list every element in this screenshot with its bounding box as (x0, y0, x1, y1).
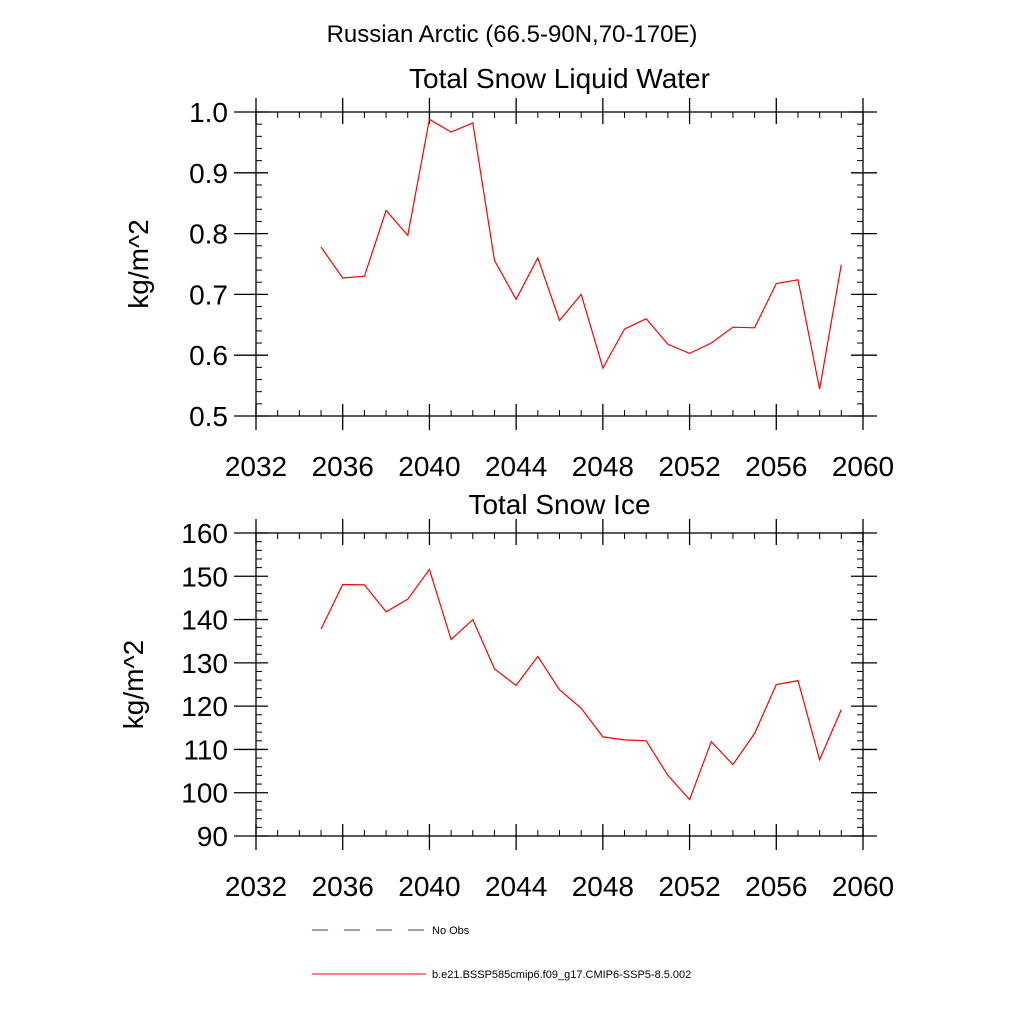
y-tick-label: 160 (181, 518, 228, 549)
y-tick-label: 120 (181, 691, 228, 722)
panel-snow-ice: Total Snow Ice 2032 2036 2040 2044 2048 2052 20… (118, 489, 894, 902)
chart-title: Total Snow Liquid Water (409, 63, 710, 94)
legend: No Obs b.e21.BSSP585cmip6.f09_g17.CMIP6-S… (312, 925, 691, 981)
y-tick-label: 150 (181, 561, 228, 592)
x-tick-label: 2052 (658, 871, 720, 902)
x-tick-label: 2032 (225, 871, 287, 902)
y-axis-label: kg/m^2 (123, 219, 154, 308)
x-tick-label: 2056 (745, 451, 807, 482)
y-tick-label: 0.5 (189, 401, 228, 432)
x-tick-label: 2060 (832, 451, 894, 482)
x-tick-label: 2048 (572, 871, 634, 902)
legend-label-0: No Obs (432, 925, 470, 937)
x-tick-label: 2044 (485, 871, 547, 902)
series-line (320, 118, 842, 390)
y-tick-label: 110 (183, 734, 228, 765)
x-tick-label: 2052 (658, 451, 720, 482)
y-tick-label: 0.7 (189, 279, 228, 310)
y-tick-label: 90 (197, 821, 228, 852)
y-tick-label: 100 (181, 778, 228, 809)
panel-snow-liquid-water: Total Snow Liquid Water 2032 2036 2040 2044 2… (123, 63, 894, 482)
x-tick-label: 2048 (572, 451, 634, 482)
y-tick-label: 0.8 (189, 219, 228, 250)
x-tick-label: 2036 (312, 451, 374, 482)
y-tick-label: 0.9 (189, 158, 228, 189)
x-tick-label: 2036 (312, 871, 374, 902)
chart-title: Total Snow Ice (468, 489, 650, 520)
y-tick-label: 130 (181, 648, 228, 679)
x-tick-label: 2044 (485, 451, 547, 482)
x-tick-label: 2040 (398, 871, 460, 902)
y-tick-label: 140 (181, 605, 228, 636)
plot-frame (255, 111, 864, 417)
legend-label-1: b.e21.BSSP585cmip6.f09_g17.CMIP6-SSP5-8.… (432, 969, 691, 981)
x-tick-label: 2056 (745, 871, 807, 902)
x-tick-label: 2032 (225, 451, 287, 482)
plot-frame (255, 532, 864, 837)
y-axis-label: kg/m^2 (118, 640, 149, 729)
x-tick-label: 2060 (832, 871, 894, 902)
y-tick-label: 0.6 (189, 340, 228, 371)
series-line (320, 568, 842, 801)
y-tick-label: 1.0 (189, 97, 228, 128)
x-tick-label: 2040 (398, 451, 460, 482)
figure-suptitle: Russian Arctic (66.5-90N,70-170E) (327, 21, 698, 48)
